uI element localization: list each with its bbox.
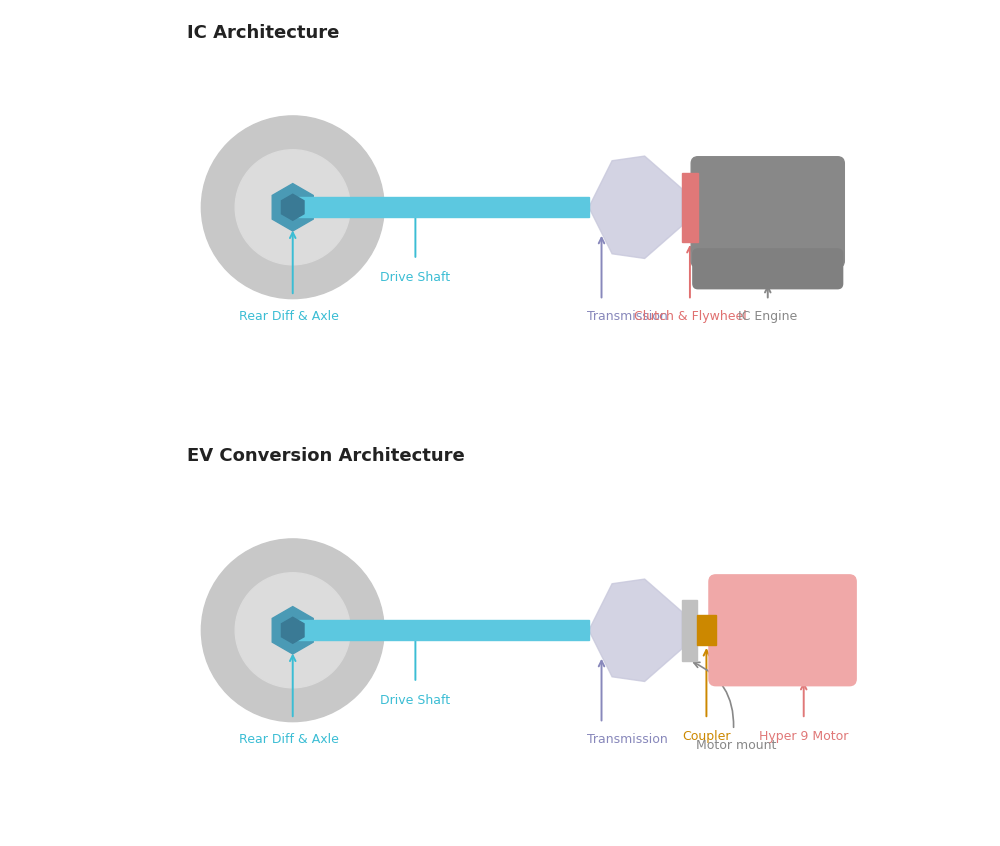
Text: Rear Diff & Axle: Rear Diff & Axle (239, 733, 338, 746)
Polygon shape (272, 184, 313, 231)
Text: IC Engine: IC Engine (738, 310, 797, 323)
Text: Hyper 9 Motor: Hyper 9 Motor (759, 730, 848, 743)
FancyBboxPatch shape (682, 600, 697, 661)
Text: Rear Diff & Axle: Rear Diff & Axle (239, 310, 338, 323)
Polygon shape (589, 156, 682, 259)
Text: Drive Shaft: Drive Shaft (380, 271, 450, 283)
Text: Coupler: Coupler (682, 730, 731, 743)
FancyBboxPatch shape (293, 197, 589, 217)
Text: Transmission: Transmission (587, 733, 667, 746)
FancyBboxPatch shape (709, 575, 856, 685)
Circle shape (201, 539, 384, 722)
Text: Drive Shaft: Drive Shaft (380, 694, 450, 706)
Polygon shape (589, 579, 682, 682)
Text: Transmission: Transmission (587, 310, 667, 323)
Text: Motor mount: Motor mount (696, 739, 776, 751)
Text: EV Conversion Architecture: EV Conversion Architecture (187, 447, 465, 464)
FancyBboxPatch shape (682, 173, 698, 242)
Polygon shape (272, 607, 313, 654)
Polygon shape (281, 618, 304, 643)
FancyBboxPatch shape (691, 157, 844, 267)
FancyBboxPatch shape (697, 616, 716, 645)
FancyBboxPatch shape (693, 249, 843, 288)
Text: Clutch & Flywheel: Clutch & Flywheel (634, 310, 746, 323)
FancyBboxPatch shape (293, 620, 589, 640)
Circle shape (235, 150, 350, 265)
Text: IC Architecture: IC Architecture (187, 24, 339, 41)
Circle shape (201, 116, 384, 299)
Polygon shape (281, 195, 304, 220)
Circle shape (235, 573, 350, 688)
